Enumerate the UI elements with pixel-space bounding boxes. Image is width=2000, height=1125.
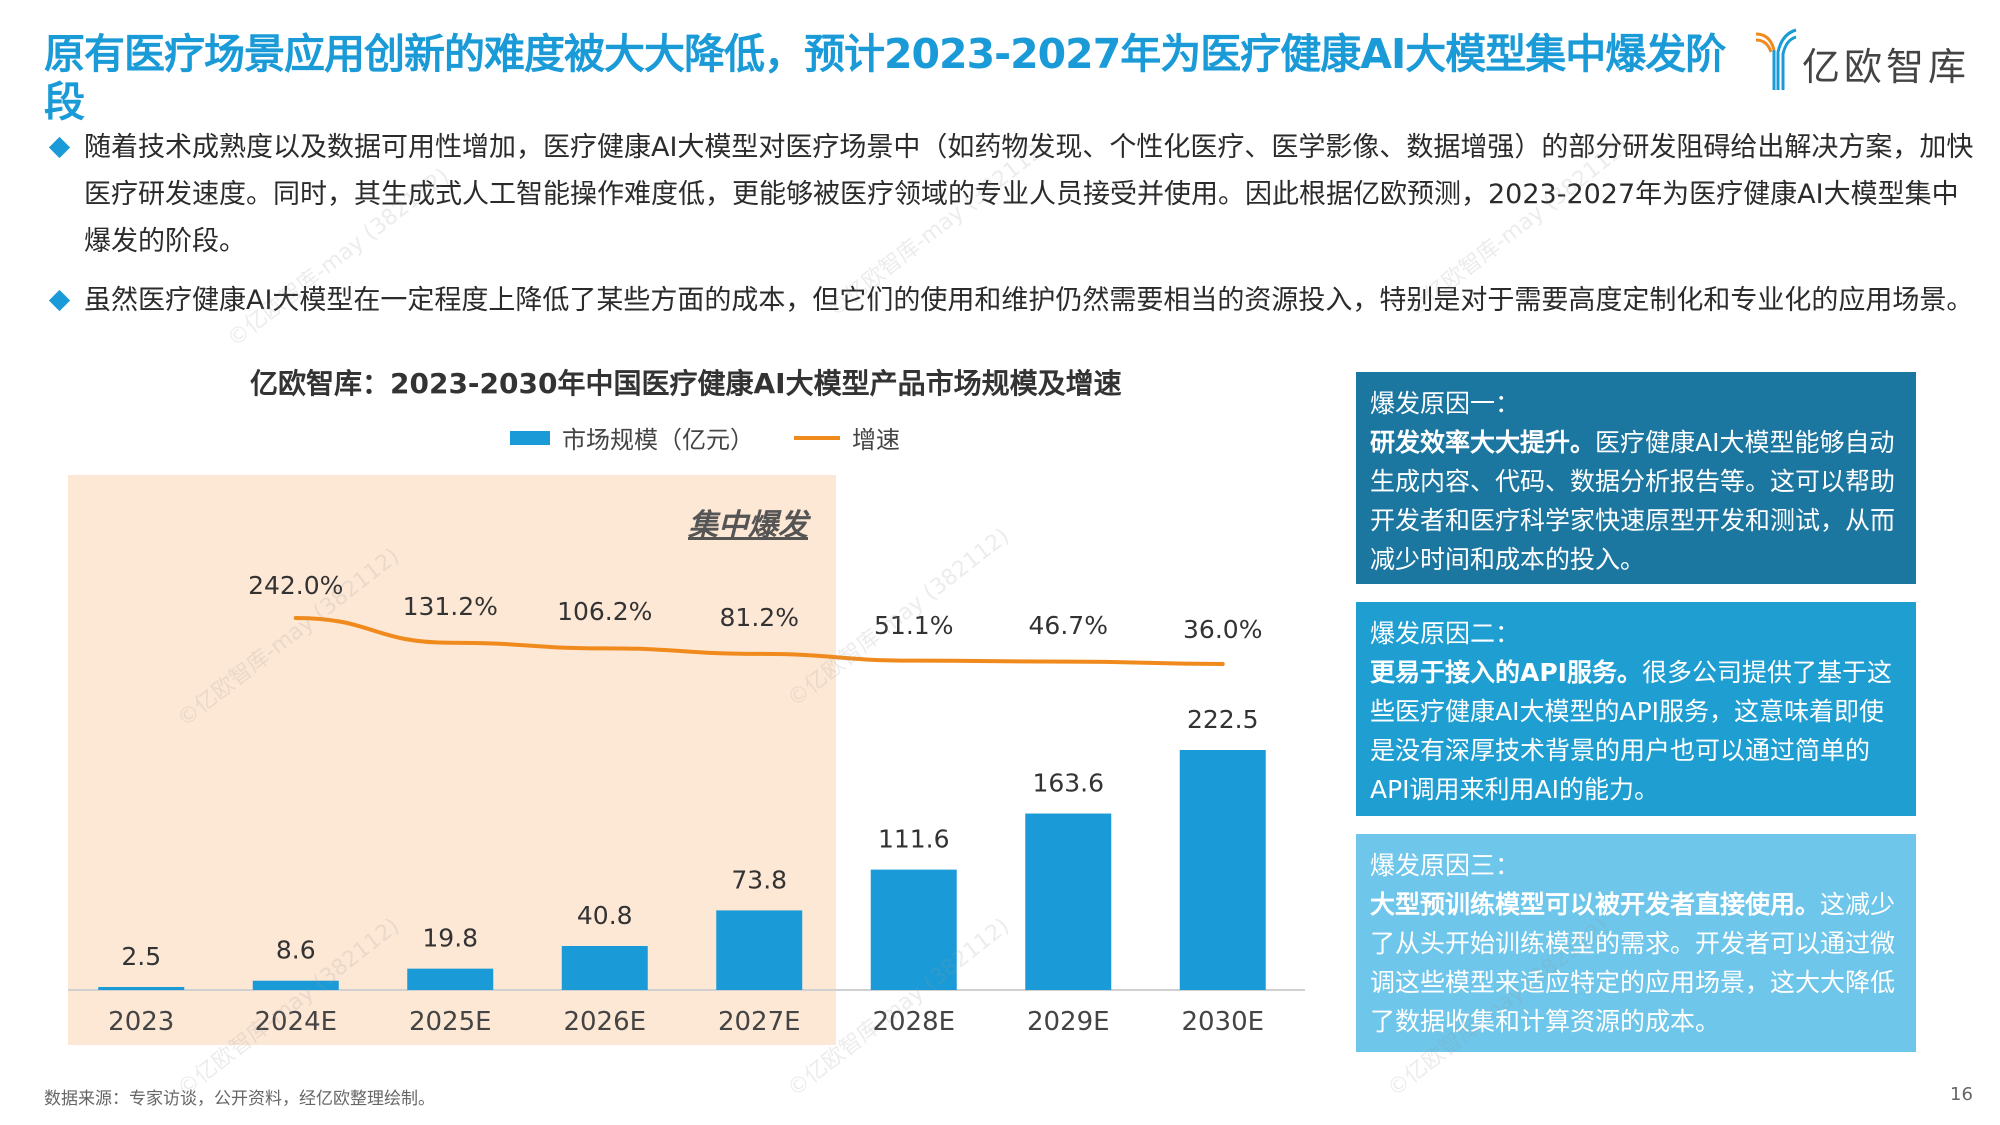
card-text: 医疗健康AI大模型能够自动生成内容、代码、数据分析报告等。这可以帮助开发者和医疗…: [1370, 428, 1896, 574]
bullet-text: 随着技术成熟度以及数据可用性增加，医疗健康AI大模型对医疗场景中（如药物发现、个…: [84, 132, 1974, 257]
reason-card-1: 爆发原因一： 研发效率大大提升。医疗健康AI大模型能够自动生成内容、代码、数据分…: [1356, 372, 1916, 584]
card-bold: 大型预训练模型可以被开发者直接使用。: [1370, 890, 1821, 919]
card-heading: 爆发原因三：: [1370, 851, 1521, 880]
card-body: 研发效率大大提升。医疗健康AI大模型能够自动生成内容、代码、数据分析报告等。这可…: [1370, 423, 1900, 579]
bar-value-label: 73.8: [731, 865, 787, 894]
x-tick-label: 2028E: [872, 1007, 955, 1037]
logo-mark-icon: [1755, 28, 1797, 90]
card-heading: 爆发原因二：: [1370, 619, 1521, 648]
legend-swatch-bar: [510, 430, 550, 445]
x-tick-label: 2029E: [1027, 1007, 1110, 1037]
bullet-item: 虽然医疗健康AI大模型在一定程度上降低了某些方面的成本，但它们的使用和维护仍然需…: [44, 277, 1974, 324]
legend-swatch-line: [794, 435, 840, 440]
bar-value-label: 19.8: [422, 924, 478, 953]
growth-value-label: 46.7%: [1029, 611, 1108, 640]
x-tick-label: 2023: [108, 1007, 174, 1037]
highlight-band: [68, 475, 836, 1045]
bar: [561, 945, 648, 990]
growth-value-label: 106.2%: [557, 597, 652, 626]
bar: [716, 910, 803, 990]
card-bold: 研发效率大大提升。: [1370, 428, 1596, 457]
bar: [98, 987, 185, 990]
growth-value-label: 36.0%: [1183, 615, 1262, 644]
card-bold: 更易于接入的API服务。: [1370, 658, 1642, 687]
chart-legend: 市场规模（亿元） 增速: [510, 420, 900, 455]
card-body: 更易于接入的API服务。很多公司提供了基于这些医疗健康AI大模型的API服务，这…: [1370, 653, 1900, 809]
page-title: 原有医疗场景应用创新的难度被大大降低，预计2023-2027年为医疗健康AI大模…: [44, 30, 1726, 126]
bar: [407, 968, 494, 990]
x-tick-label: 2025E: [409, 1007, 492, 1037]
bar: [1179, 750, 1266, 990]
chart-title: 亿欧智库：2023-2030年中国医疗健康AI大模型产品市场规模及增速: [250, 367, 1122, 400]
bar-value-label: 2.5: [121, 942, 161, 971]
growth-value-label: 131.2%: [403, 592, 498, 621]
legend-label-line: 增速: [852, 426, 900, 454]
card-body: 大型预训练模型可以被开发者直接使用。这减少了从头开始训练模型的需求。开发者可以通…: [1370, 885, 1900, 1041]
legend-label-bar: 市场规模（亿元）: [562, 426, 754, 454]
bullet-item: 随着技术成熟度以及数据可用性增加，医疗健康AI大模型对医疗场景中（如药物发现、个…: [44, 124, 1974, 265]
bar: [252, 980, 339, 990]
bar-value-label: 40.8: [577, 901, 633, 930]
bar-value-label: 163.6: [1032, 769, 1104, 798]
bar-value-label: 8.6: [276, 936, 316, 965]
reason-card-3: 爆发原因三： 大型预训练模型可以被开发者直接使用。这减少了从头开始训练模型的需求…: [1356, 834, 1916, 1052]
bar: [1025, 813, 1112, 990]
x-tick-label: 2030E: [1181, 1007, 1264, 1037]
bar-value-label: 222.5: [1187, 705, 1259, 734]
bullet-list: 随着技术成熟度以及数据可用性增加，医疗健康AI大模型对医疗场景中（如药物发现、个…: [44, 124, 1974, 332]
bar: [870, 869, 957, 990]
logo-text: 亿欧智库: [1802, 45, 1971, 89]
growth-line: [293, 616, 1225, 666]
x-tick-label: 2027E: [718, 1007, 801, 1037]
growth-value-label: 51.1%: [874, 611, 953, 640]
bar-value-label: 111.6: [878, 825, 950, 854]
data-source: 数据来源：专家访谈，公开资料，经亿欧整理绘制。: [44, 1089, 435, 1109]
logo: 亿欧智库: [1752, 28, 1992, 92]
highlight-label: 集中爆发: [688, 508, 808, 543]
growth-value-label: 81.2%: [720, 603, 799, 632]
x-tick-label: 2024E: [254, 1007, 337, 1037]
x-tick-label: 2026E: [563, 1007, 646, 1037]
card-text: 这减少了从头开始训练模型的需求。开发者可以通过微调这些模型来适应特定的应用场景，…: [1370, 890, 1896, 1036]
reason-card-2: 爆发原因二： 更易于接入的API服务。很多公司提供了基于这些医疗健康AI大模型的…: [1356, 602, 1916, 816]
card-heading: 爆发原因一：: [1370, 389, 1521, 418]
growth-value-label: 242.0%: [248, 571, 343, 600]
page-number: 16: [1950, 1084, 1973, 1105]
card-text: 很多公司提供了基于这些医疗健康AI大模型的API服务，这意味着即使是没有深厚技术…: [1370, 658, 1892, 804]
bullet-text: 虽然医疗健康AI大模型在一定程度上降低了某些方面的成本，但它们的使用和维护仍然需…: [84, 285, 1974, 316]
